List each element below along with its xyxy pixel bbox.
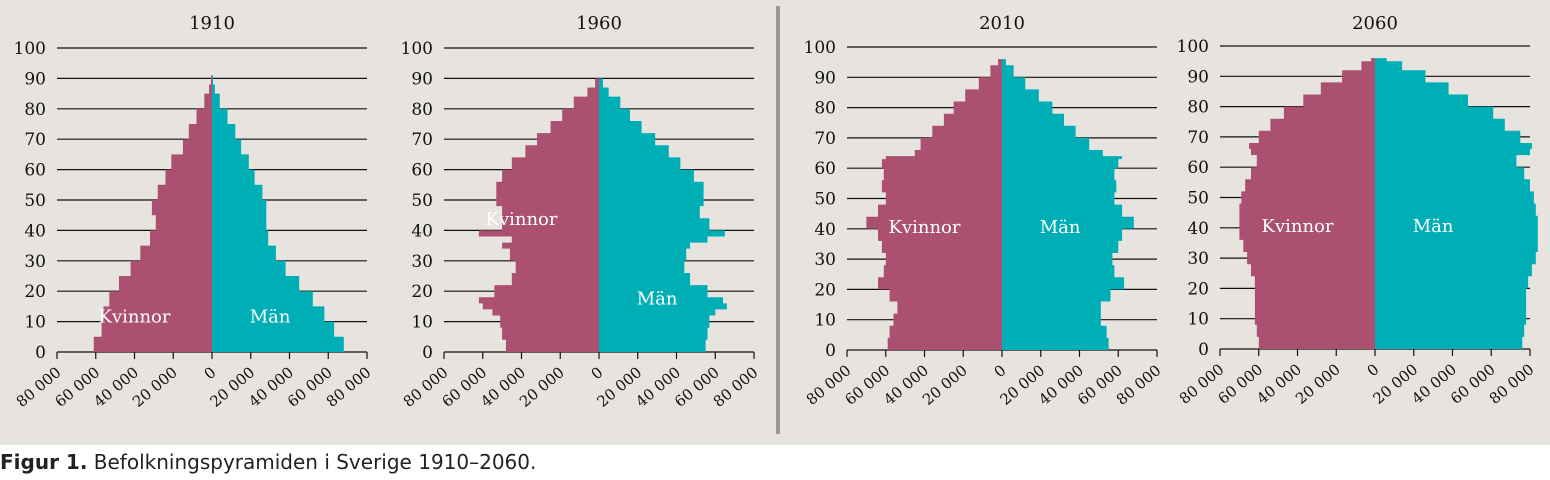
panel-title: 1910: [189, 13, 235, 34]
y-tick-label: 90: [24, 69, 46, 89]
y-tick-label: 80: [1187, 98, 1209, 118]
y-tick-label: 70: [814, 129, 836, 149]
y-tick-label: 50: [24, 191, 46, 211]
x-tick-label: 20 000: [516, 363, 568, 411]
kvinnor-population: [1239, 58, 1375, 349]
period-divider: [776, 6, 780, 434]
panel-title: 2010: [979, 13, 1025, 34]
y-tick-label: 0: [825, 341, 836, 361]
x-tick-label: 80 000: [323, 363, 375, 411]
y-tick-label: 20: [411, 282, 433, 302]
y-tick-label: 60: [411, 161, 433, 181]
label-kvinnor: Kvinnor: [889, 217, 961, 238]
y-tick-label: 100: [14, 39, 46, 59]
y-tick-label: 30: [24, 252, 46, 272]
x-tick-label: 20 000: [129, 363, 181, 411]
label-kvinnor: Kvinnor: [99, 307, 171, 328]
y-tick-label: 70: [1187, 128, 1209, 148]
x-tick-label: 0: [1364, 360, 1383, 380]
panel-title: 2060: [1352, 13, 1398, 34]
label-man: Män: [1413, 216, 1454, 237]
y-tick-label: 30: [411, 252, 433, 272]
x-tick-label: 0: [991, 361, 1010, 381]
x-tick-label: 80 000: [1113, 361, 1165, 409]
kvinnor-population: [478, 78, 599, 353]
x-tick-label: 0: [201, 363, 220, 383]
y-tick-label: 60: [24, 161, 46, 181]
y-tick-label: 50: [1187, 189, 1209, 209]
y-tick-label: 70: [411, 130, 433, 150]
x-tick-label: 20 000: [1292, 360, 1344, 408]
label-kvinnor: Kvinnor: [486, 209, 558, 230]
caption-label: Figur 1.: [0, 450, 88, 474]
y-tick-label: 10: [1187, 310, 1209, 330]
y-tick-label: 40: [814, 220, 836, 240]
man-population: [1002, 59, 1134, 350]
y-tick-label: 80: [24, 100, 46, 120]
y-tick-label: 90: [814, 68, 836, 88]
y-tick-label: 40: [1187, 219, 1209, 239]
y-tick-label: 100: [401, 39, 433, 59]
y-tick-label: 0: [422, 343, 433, 363]
figure-panel: 1910 0 10 20 30 40 50 60 70 80 90 100 80 000 60 000 40…: [0, 0, 1550, 445]
label-man: Män: [250, 307, 291, 328]
x-tick-label: 80 000: [710, 363, 762, 411]
caption-text: Befolkningspyramiden i Sverige 1910–2060…: [87, 450, 537, 474]
y-tick-label: 90: [411, 69, 433, 89]
label-man: Män: [1040, 217, 1081, 238]
y-tick-label: 90: [1187, 67, 1209, 87]
y-tick-label: 100: [1177, 37, 1209, 57]
y-tick-label: 60: [1187, 158, 1209, 178]
y-tick-label: 40: [24, 221, 46, 241]
panel-title: 1960: [576, 13, 622, 34]
man-population: [599, 78, 727, 353]
y-tick-label: 30: [814, 250, 836, 270]
man-population: [212, 75, 344, 353]
x-tick-label: 20 000: [919, 361, 971, 409]
y-tick-label: 30: [1187, 249, 1209, 269]
y-tick-label: 0: [1198, 340, 1209, 360]
y-tick-label: 70: [24, 130, 46, 150]
y-tick-label: 80: [411, 100, 433, 120]
kvinnor-population: [93, 75, 212, 353]
y-tick-label: 10: [24, 313, 46, 333]
x-tick-label: 0: [588, 363, 607, 383]
y-tick-label: 100: [804, 38, 836, 58]
y-tick-label: 10: [411, 313, 433, 333]
y-tick-label: 80: [814, 99, 836, 119]
y-tick-label: 10: [814, 311, 836, 331]
x-tick-label: 80 000: [1486, 360, 1538, 408]
label-man: Män: [637, 288, 678, 309]
figure-caption: Figur 1. Befolkningspyramiden i Sverige …: [0, 450, 536, 474]
y-tick-label: 60: [814, 159, 836, 179]
label-kvinnor: Kvinnor: [1262, 216, 1334, 237]
y-tick-label: 20: [24, 282, 46, 302]
y-tick-label: 50: [814, 190, 836, 210]
y-tick-label: 20: [814, 280, 836, 300]
kvinnor-population: [866, 59, 1002, 350]
man-population: [1375, 58, 1538, 349]
y-tick-label: 20: [1187, 279, 1209, 299]
y-tick-label: 50: [411, 191, 433, 211]
y-tick-label: 0: [35, 343, 46, 363]
y-tick-label: 40: [411, 221, 433, 241]
